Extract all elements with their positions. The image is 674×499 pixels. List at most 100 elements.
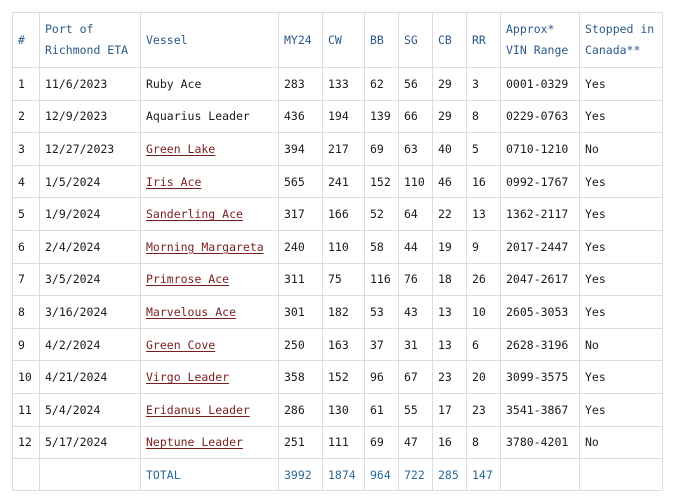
cell-rr: 23 <box>466 392 501 427</box>
cell-vin: 2605-3053 <box>500 295 580 329</box>
cell-my24: 565 <box>278 164 323 199</box>
cell-rr: 8 <box>466 99 501 134</box>
header-my24: MY24 <box>278 12 323 68</box>
cell-sg: 66 <box>398 99 433 134</box>
cell-vin: 3541-3867 <box>500 392 580 427</box>
cell-vessel: Iris Ace <box>140 164 279 199</box>
cell-eta: 2/4/2024 <box>39 229 141 264</box>
cell-cw: 217 <box>322 132 365 166</box>
cell-num: 10 <box>12 360 40 394</box>
cell-stopped <box>579 458 663 492</box>
vessel-link[interactable]: Marvelous Ace <box>146 304 237 319</box>
cell-cb: 16 <box>432 425 467 460</box>
cell-eta: 4/21/2024 <box>39 360 141 394</box>
cell-my24: 283 <box>278 67 323 101</box>
vessel-link[interactable]: Eridanus Leader <box>146 402 250 417</box>
cell-bb: 61 <box>364 392 399 427</box>
cell-vin: 0992-1767 <box>500 164 580 199</box>
vessel-link[interactable]: Virgo Leader <box>146 370 230 385</box>
cell-cb: 29 <box>432 99 467 134</box>
cell-stopped: Yes <box>579 164 663 199</box>
cell-bb: 62 <box>364 67 399 101</box>
total-my24: 3992 <box>278 458 323 492</box>
table-row: 8 3/16/2024 Marvelous Ace 301 182 53 43 13 10 260… <box>12 295 663 329</box>
cell-vin: 2628-3196 <box>500 327 580 362</box>
table-row: 5 1/9/2024 Sanderling Ace 317 166 52 64 22 13 136… <box>12 197 663 231</box>
cell-bb: 96 <box>364 360 399 394</box>
cell-rr: 20 <box>466 360 501 394</box>
cell-num: 6 <box>12 229 40 264</box>
header-vin-range: Approx* VIN Range <box>500 12 580 68</box>
cell-rr: 9 <box>466 229 501 264</box>
cell-cw: 130 <box>322 392 365 427</box>
table-row: 2 12/9/2023 Aquarius Leader 436 194 139 66 29 8 0… <box>12 99 663 134</box>
cell-my24: 240 <box>278 229 323 264</box>
cell-rr: 13 <box>466 197 501 231</box>
cell-stopped: Yes <box>579 67 663 101</box>
cell-my24: 436 <box>278 99 323 134</box>
cell-vin: 3780-4201 <box>500 425 580 460</box>
table-body: 1 11/6/2023 Ruby Ace 283 133 62 56 29 3 0001-0329… <box>12 67 663 492</box>
total-rr: 147 <box>466 458 501 492</box>
vessel-link[interactable]: Morning Margareta <box>146 239 264 254</box>
cell-num: 8 <box>12 295 40 329</box>
cell-cw: 133 <box>322 67 365 101</box>
vessel-link[interactable]: Primrose Ace <box>146 272 230 287</box>
cell-cw: 110 <box>322 229 365 264</box>
cell-sg: 76 <box>398 262 433 297</box>
cell-sg: 31 <box>398 327 433 362</box>
cell-vessel: Green Lake <box>140 132 279 166</box>
vessel-link[interactable]: Neptune Leader <box>146 435 243 450</box>
cell-eta: 11/6/2023 <box>39 67 141 101</box>
table-row: 12 5/17/2024 Neptune Leader 251 111 69 47 16 8 37… <box>12 425 663 460</box>
cell-stopped: No <box>579 425 663 460</box>
vessel-link[interactable]: Green Cove <box>146 337 216 352</box>
table-row: 9 4/2/2024 Green Cove 250 163 37 31 13 6 2628-319… <box>12 327 663 362</box>
vessel-link[interactable]: Iris Ace <box>146 174 202 189</box>
cell-eta: 3/16/2024 <box>39 295 141 329</box>
table-row: 10 4/21/2024 Virgo Leader 358 152 96 67 23 20 309… <box>12 360 663 394</box>
cell-vessel: Aquarius Leader <box>140 99 279 134</box>
cell-bb: 152 <box>364 164 399 199</box>
cell-cw: 152 <box>322 360 365 394</box>
cell-vessel: Virgo Leader <box>140 360 279 394</box>
cell-vessel: Marvelous Ace <box>140 295 279 329</box>
cell-rr: 10 <box>466 295 501 329</box>
cell-my24: 358 <box>278 360 323 394</box>
header-cb: CB <box>432 12 467 68</box>
cell-my24: 301 <box>278 295 323 329</box>
cell-vin: 2047-2617 <box>500 262 580 297</box>
cell-bb: 139 <box>364 99 399 134</box>
cell-rr: 5 <box>466 132 501 166</box>
cell-cw: 166 <box>322 197 365 231</box>
vessel-link[interactable]: Sanderling Ace <box>146 207 243 222</box>
cell-cb: 17 <box>432 392 467 427</box>
shipment-table-container: # Port of Richmond ETA Vessel MY24 CW BB… <box>12 12 663 492</box>
cell-stopped: Yes <box>579 295 663 329</box>
cell-sg: 110 <box>398 164 433 199</box>
vessel-link[interactable]: Green Lake <box>146 141 216 156</box>
cell-num: 3 <box>12 132 40 166</box>
cell-my24: 286 <box>278 392 323 427</box>
cell-num: 12 <box>12 425 40 460</box>
cell-cb: 19 <box>432 229 467 264</box>
cell-eta: 12/27/2023 <box>39 132 141 166</box>
cell-num: 9 <box>12 327 40 362</box>
cell-cb: 13 <box>432 327 467 362</box>
header-eta: Port of Richmond ETA <box>39 12 141 68</box>
cell-eta: 5/4/2024 <box>39 392 141 427</box>
cell-eta: 3/5/2024 <box>39 262 141 297</box>
total-row: TOTAL 3992 1874 964 722 285 147 <box>12 458 663 492</box>
cell-eta: 5/17/2024 <box>39 425 141 460</box>
cell-vin: 3099-3575 <box>500 360 580 394</box>
table-row: 1 11/6/2023 Ruby Ace 283 133 62 56 29 3 0001-0329… <box>12 67 663 101</box>
cell-num: 4 <box>12 164 40 199</box>
cell-eta: 1/5/2024 <box>39 164 141 199</box>
cell-rr: 8 <box>466 425 501 460</box>
cell-sg: 55 <box>398 392 433 427</box>
cell-my24: 311 <box>278 262 323 297</box>
cell-cb: 18 <box>432 262 467 297</box>
cell-cw: 163 <box>322 327 365 362</box>
cell-stopped: Yes <box>579 392 663 427</box>
cell-num: 1 <box>12 67 40 101</box>
